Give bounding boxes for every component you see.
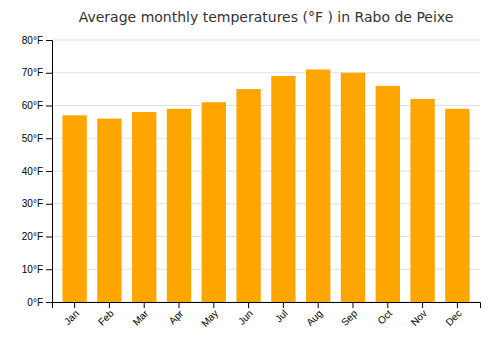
tick-label: 70°F — [22, 67, 43, 78]
tick-mark — [144, 302, 145, 308]
tick-mark — [74, 302, 75, 308]
bar — [202, 102, 226, 302]
tick-label: Jul — [273, 308, 290, 325]
chart-container: 0°F 10°F 20°F 30°F 40°F 50°F 60°F 70°F 80°F Jan Fe… — [0, 0, 500, 350]
tick-mark — [46, 171, 52, 172]
tick: Feb — [96, 302, 116, 328]
bar — [97, 119, 121, 302]
tick-label: 0°F — [27, 297, 43, 308]
tick-mark — [387, 302, 388, 308]
tick-mark — [46, 204, 52, 205]
tick-label: 50°F — [22, 133, 43, 144]
bar — [341, 73, 365, 302]
tick: May — [199, 302, 220, 329]
tick: Oct — [375, 302, 394, 326]
tick: Jan — [62, 302, 81, 327]
tick-label: 80°F — [22, 35, 43, 46]
tick: Nov — [409, 302, 429, 328]
bar — [410, 99, 434, 302]
plot: 0°F 10°F 20°F 30°F 40°F 50°F 60°F 70°F 80°F Jan Fe… — [22, 35, 481, 329]
bar — [236, 89, 260, 302]
tick: 30°F — [22, 198, 52, 209]
bar — [271, 76, 295, 302]
tick-label: 20°F — [22, 231, 43, 242]
tick-mark — [46, 106, 52, 107]
tick: 70°F — [22, 67, 52, 78]
tick-label: Nov — [409, 308, 429, 328]
bars — [62, 69, 469, 302]
tick-label: 60°F — [22, 100, 43, 111]
tick: 40°F — [22, 166, 52, 177]
tick: Jun — [236, 302, 255, 327]
bar — [445, 109, 469, 302]
tick: Sep — [339, 302, 360, 328]
tick-mark — [283, 302, 284, 308]
y-axis: 0°F 10°F 20°F 30°F 40°F 50°F 60°F 70°F 80°F — [22, 35, 53, 308]
tick-mark — [179, 302, 180, 308]
chart: 0°F 10°F 20°F 30°F 40°F 50°F 60°F 70°F 80°F Jan Fe… — [0, 0, 500, 350]
bar — [132, 112, 156, 302]
axis-line — [46, 41, 53, 303]
tick: 0°F — [27, 297, 52, 308]
tick-label: 10°F — [22, 264, 43, 275]
tick-label: Sep — [339, 307, 360, 328]
bar — [62, 115, 86, 302]
tick-mark — [46, 302, 52, 303]
tick: 50°F — [22, 133, 52, 144]
x-axis: Jan Feb Mar Apr May Jun Jul Aug Sep Oct Nov Dec — [53, 302, 481, 329]
tick-label: Oct — [375, 308, 394, 327]
tick: Jul — [273, 302, 290, 324]
tick-label: May — [199, 308, 220, 329]
tick-mark — [318, 302, 319, 308]
tick-mark — [213, 302, 214, 308]
tick-mark — [46, 269, 52, 270]
bar — [167, 109, 191, 302]
tick-label: Jun — [236, 308, 255, 327]
tick-mark — [46, 138, 52, 139]
tick: 60°F — [22, 100, 52, 111]
bar — [306, 69, 330, 302]
tick-mark — [46, 73, 52, 74]
tick-mark — [109, 302, 110, 308]
tick: Apr — [167, 302, 186, 326]
tick-label: Jan — [62, 308, 81, 327]
tick-label: Aug — [304, 308, 324, 328]
tick-mark — [248, 302, 249, 308]
tick: 10°F — [22, 264, 52, 275]
tick-mark — [422, 302, 423, 308]
grid-line — [52, 40, 480, 41]
grid-line — [52, 72, 480, 73]
axis-line — [53, 303, 481, 309]
tick-mark — [46, 237, 52, 238]
title: Average monthly temperatures (°F ) in Ra… — [79, 9, 454, 25]
tick-mark — [46, 40, 52, 41]
tick-mark — [457, 302, 458, 308]
grid — [52, 40, 480, 302]
tick: 80°F — [22, 35, 52, 46]
tick-mark — [352, 302, 353, 308]
tick-label: Dec — [443, 308, 463, 328]
tick-label: 30°F — [22, 198, 43, 209]
tick-label: Feb — [96, 307, 116, 327]
tick-label: Mar — [131, 307, 151, 327]
tick: Aug — [304, 302, 324, 328]
tick: Dec — [443, 302, 463, 328]
tick-label: 40°F — [22, 166, 43, 177]
tick-label: Apr — [167, 307, 186, 326]
bar — [376, 86, 400, 302]
tick: Mar — [131, 302, 151, 328]
tick: 20°F — [22, 231, 52, 242]
